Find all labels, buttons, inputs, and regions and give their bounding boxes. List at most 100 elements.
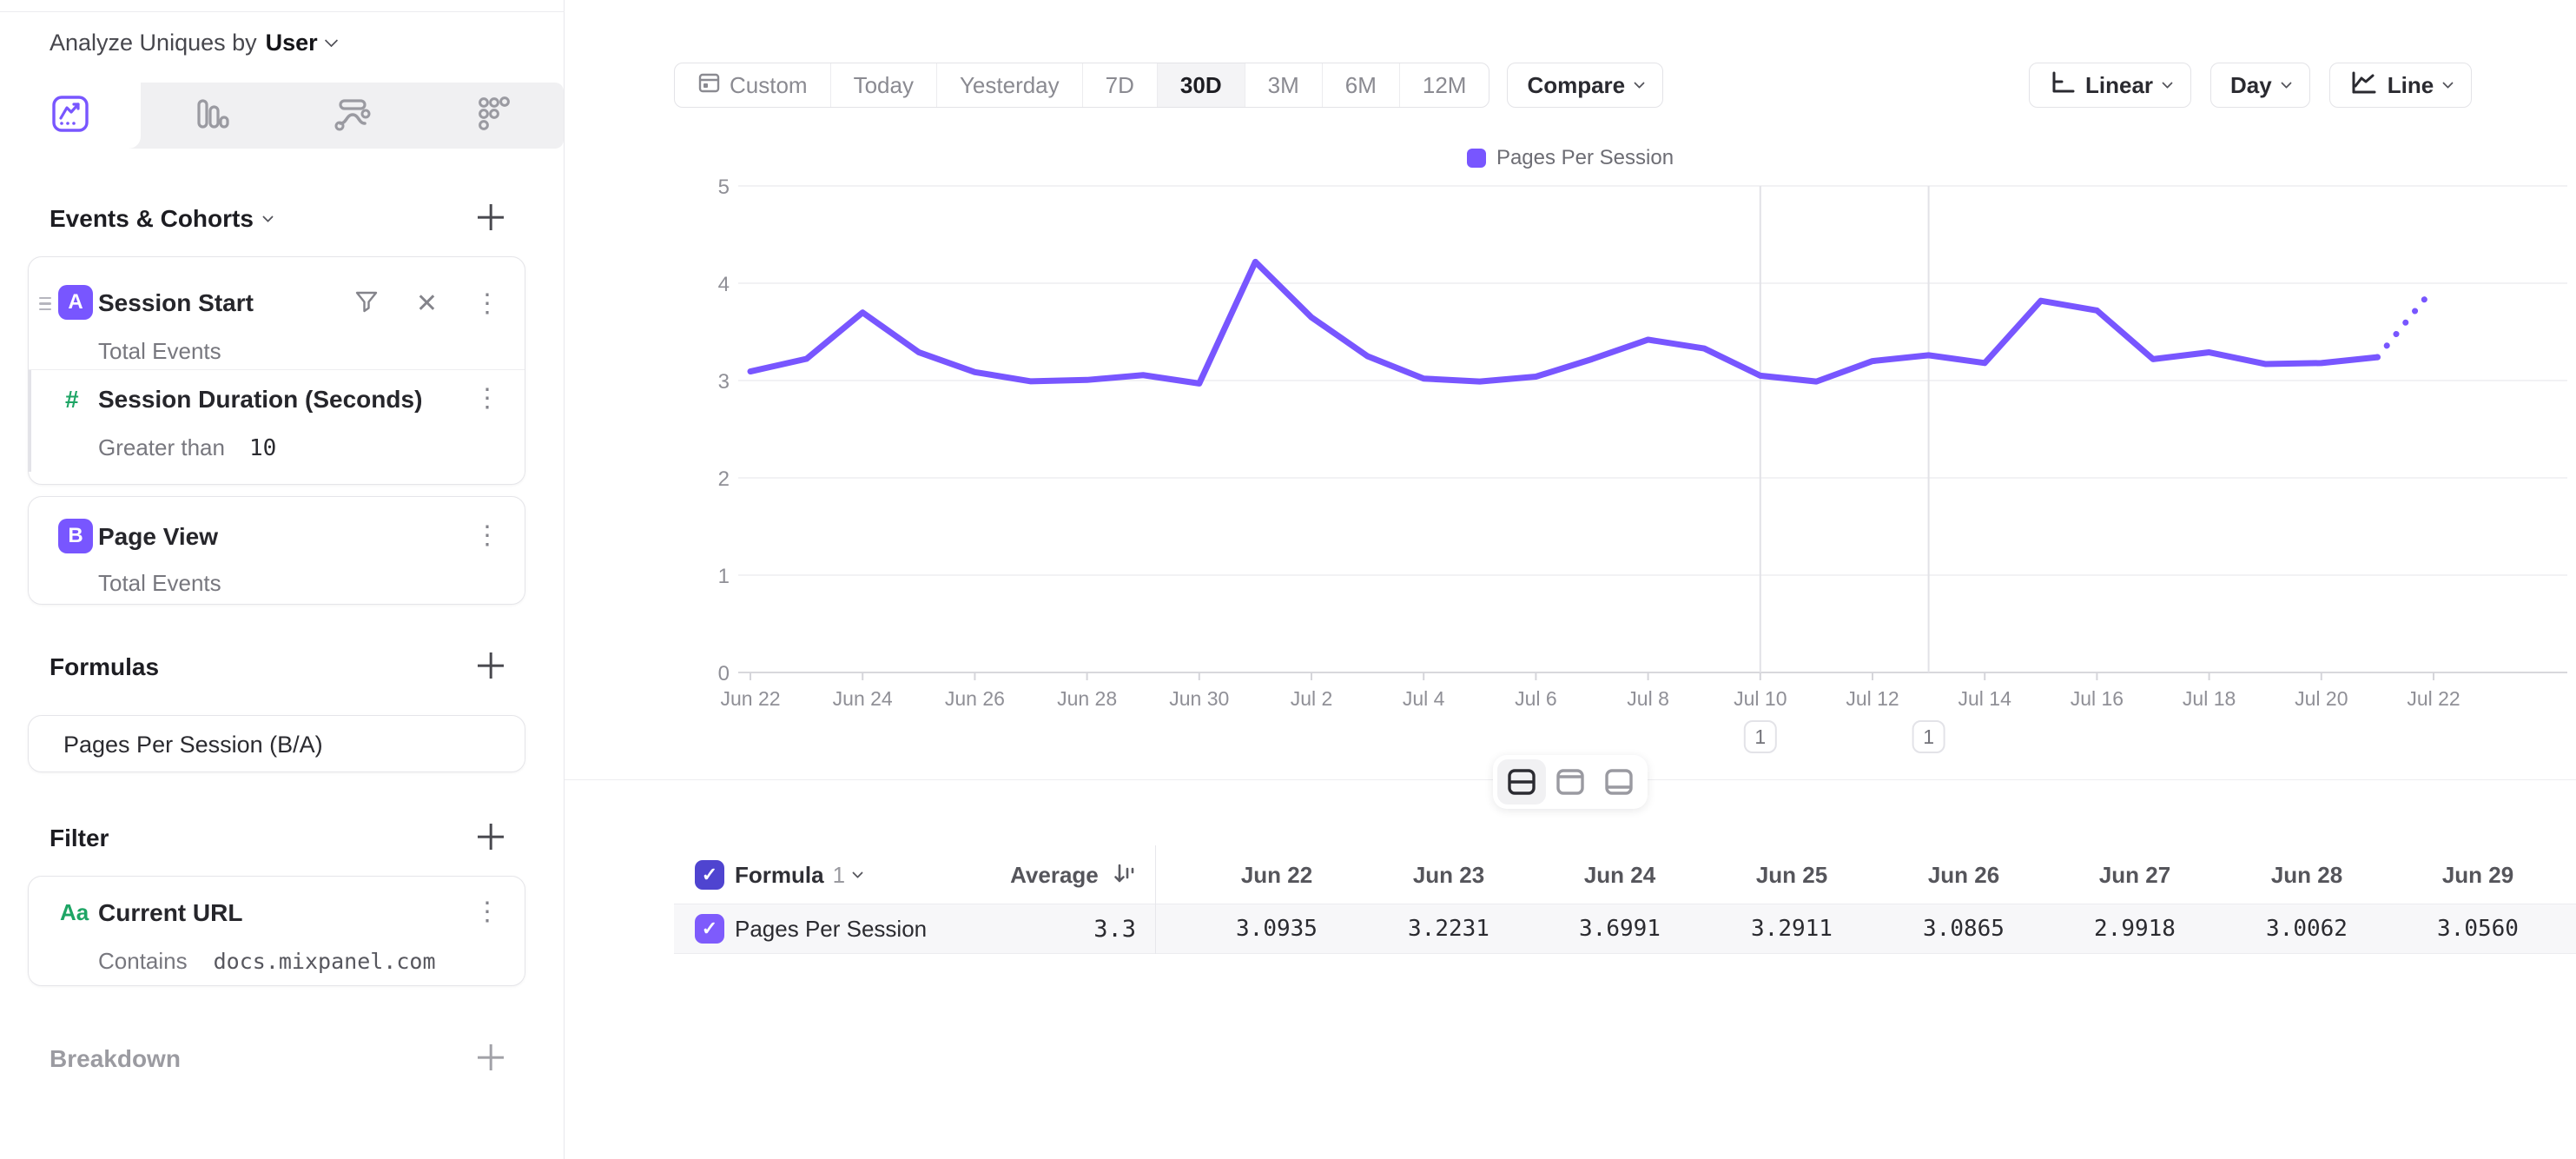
range-label: 30D [1179, 71, 1222, 98]
formula-group-header[interactable]: Formula 1 [735, 862, 863, 889]
filter-card[interactable]: Aa Current URL ⋮ Contains docs.mixpanel.… [28, 876, 525, 986]
report-main: Custom Today Yesterday 7D 30D 3M 6M 12M … [565, 0, 2576, 1159]
svg-text:1: 1 [1923, 725, 1934, 748]
tab-retention[interactable] [423, 83, 564, 149]
calendar-icon [697, 70, 721, 100]
svg-text:Jul 4: Jul 4 [1403, 687, 1445, 710]
column-header[interactable]: Jun 23 [1412, 862, 1485, 888]
sort-descending-icon[interactable] [1112, 862, 1136, 892]
tab-flows[interactable] [282, 83, 423, 149]
range-label: Yesterday [959, 71, 1060, 98]
add-formula-button[interactable] [476, 651, 505, 680]
event-name[interactable]: Session Start [98, 289, 254, 316]
row-checkbox[interactable] [695, 914, 724, 944]
filter-funnel-icon[interactable] [353, 288, 380, 319]
divider [1155, 845, 1156, 954]
events-cohorts-header[interactable]: Events & Cohorts [50, 205, 274, 233]
tab-bar-chart[interactable] [141, 83, 281, 149]
grouped-property-accent [29, 370, 31, 472]
layout-toggle-group [565, 755, 2576, 809]
event-name[interactable]: Page View [98, 523, 219, 550]
more-options-icon[interactable]: ⋮ [474, 384, 500, 413]
layout-table-only-button[interactable] [1595, 759, 1643, 805]
column-header[interactable]: Jun 24 [1583, 862, 1656, 888]
column-header[interactable]: Jun 28 [2270, 862, 2343, 888]
range-30d[interactable]: 30D [1157, 63, 1245, 107]
column-header[interactable]: Jun 26 [1927, 862, 2000, 888]
more-options-icon[interactable]: ⋮ [474, 897, 500, 926]
range-yesterday[interactable]: Yesterday [937, 63, 1083, 107]
filter-property-name[interactable]: Current URL [98, 899, 243, 926]
chart-legend[interactable]: Pages Per Session [565, 146, 2576, 170]
add-breakdown-button[interactable] [476, 1043, 505, 1072]
tab-insights[interactable] [0, 83, 142, 149]
event-aggregation[interactable]: Total Events [98, 338, 221, 364]
filter-operator[interactable]: Contains [98, 948, 188, 974]
row-series-name[interactable]: Pages Per Session [735, 916, 928, 942]
range-custom[interactable]: Custom [675, 63, 831, 107]
event-aggregation[interactable]: Total Events [98, 570, 221, 596]
more-options-icon[interactable]: ⋮ [474, 521, 500, 550]
svg-text:Jul 12: Jul 12 [1846, 687, 1899, 710]
chart-svg: 0 1 2 3 4 5 1 1 Jun 22 Jun 24 Jun 26 Jun 28 Jun 30 Ju… [718, 176, 2567, 753]
cell-value: 3.2911 [1751, 916, 1833, 942]
column-header[interactable]: Jun 27 [2098, 862, 2171, 888]
numeric-property-icon: # [65, 386, 79, 413]
legend-label: Pages Per Session [1496, 146, 1674, 169]
axis-scale-button[interactable]: Linear [2029, 63, 2192, 108]
chevron-down-icon [2442, 76, 2454, 89]
formula-expression[interactable]: Pages Per Session (B/A) [63, 732, 323, 758]
formulas-title: Formulas [50, 653, 160, 680]
property-operator[interactable]: Greater than [98, 434, 225, 460]
column-header[interactable]: Jun 25 [1755, 862, 1828, 888]
range-3m[interactable]: 3M [1245, 63, 1323, 107]
analyze-label: Analyze Uniques by [50, 30, 257, 56]
range-today[interactable]: Today [831, 63, 937, 107]
chevron-down-icon [2280, 76, 2292, 89]
range-7d[interactable]: 7D [1083, 63, 1158, 107]
layout-chart-only-button[interactable] [1546, 759, 1595, 805]
svg-text:Jul 18: Jul 18 [2183, 687, 2236, 710]
property-value[interactable]: 10 [248, 435, 277, 461]
svg-text:1: 1 [718, 565, 730, 588]
range-6m[interactable]: 6M [1323, 63, 1400, 107]
filter-value[interactable]: docs.mixpanel.com [213, 949, 436, 974]
svg-text:Jul 14: Jul 14 [1958, 687, 2012, 710]
add-filter-button[interactable] [476, 822, 505, 851]
range-label: 7D [1105, 71, 1134, 98]
column-header[interactable]: Jun 22 [1240, 862, 1313, 888]
svg-text:Jul 2: Jul 2 [1291, 687, 1333, 710]
filter-header: Filter [50, 825, 109, 852]
event-card-session-start[interactable]: A Session Start ✕ ⋮ Total Events # Sessi… [28, 256, 525, 485]
event-card-page-view[interactable]: B Page View ⋮ Total Events [28, 496, 525, 605]
svg-text:Jun 28: Jun 28 [1057, 687, 1117, 710]
drag-handle-icon[interactable] [39, 297, 51, 311]
breakdown-header: Breakdown [50, 1045, 181, 1073]
select-all-checkbox[interactable] [695, 860, 724, 890]
divider [0, 11, 565, 12]
granularity-button[interactable]: Day [2210, 63, 2310, 108]
bar-chart-icon [191, 94, 231, 138]
svg-text:2: 2 [718, 467, 730, 491]
layout-split-button[interactable] [1497, 759, 1546, 805]
analyze-value[interactable]: User [265, 30, 318, 56]
table-row[interactable] [674, 904, 2576, 954]
range-12m[interactable]: 12M [1400, 63, 1489, 107]
chart-type-button[interactable]: Line [2328, 63, 2473, 108]
range-label: 3M [1267, 71, 1299, 98]
add-event-button[interactable] [476, 202, 505, 232]
property-name[interactable]: Session Duration (Seconds) [98, 386, 423, 413]
compare-button[interactable]: Compare [1507, 63, 1664, 108]
average-column-header[interactable]: Average [910, 862, 1136, 892]
analyze-uniques-selector[interactable]: Analyze Uniques by User [50, 30, 338, 56]
column-header[interactable]: Jun 29 [2441, 862, 2514, 888]
line-chart[interactable]: 0 1 2 3 4 5 1 1 Jun 22 Jun 24 Jun 26 Jun 28 Jun 30 Ju… [608, 165, 2576, 778]
svg-text:Jun 24: Jun 24 [833, 687, 893, 710]
divider [29, 369, 525, 370]
remove-event-icon[interactable]: ✕ [415, 288, 438, 318]
formula-card[interactable]: Pages Per Session (B/A) [28, 715, 525, 772]
svg-text:Jul 8: Jul 8 [1627, 687, 1669, 710]
date-range-toolbar: Custom Today Yesterday 7D 30D 3M 6M 12M … [674, 63, 1664, 108]
more-options-icon[interactable]: ⋮ [474, 288, 500, 318]
